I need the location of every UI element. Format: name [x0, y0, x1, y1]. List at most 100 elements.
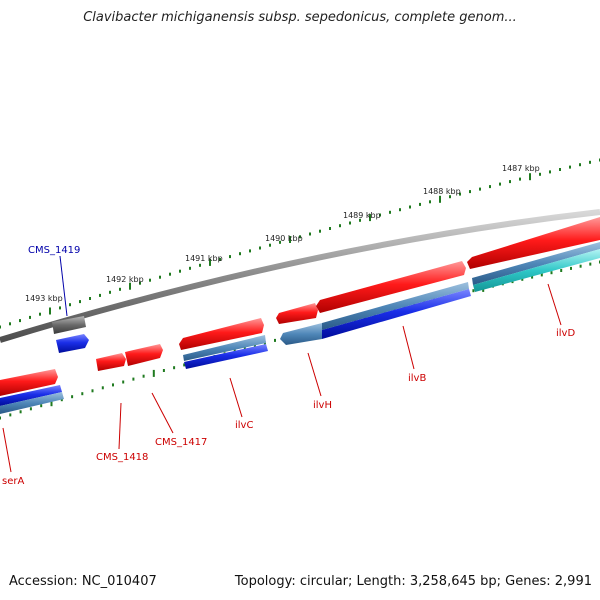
- ruler-minor-tick: [9, 413, 12, 417]
- gene-reverse[interactable]: [322, 282, 469, 330]
- ruler-major-tick: [152, 369, 155, 377]
- gene-label-serA[interactable]: serA: [2, 476, 24, 487]
- ruler-minor-tick: [449, 195, 451, 199]
- leader-line-ilvD: [547, 283, 562, 326]
- ruler-minor-tick: [173, 366, 176, 370]
- gene-reverse[interactable]: [280, 323, 322, 345]
- ruler-minor-tick: [69, 303, 71, 307]
- accession-label: Accession: NC_010407: [9, 574, 157, 589]
- ruler-minor-tick: [219, 258, 221, 261]
- ruler-major-tick: [439, 195, 441, 203]
- gene-reverse[interactable]: [183, 335, 266, 361]
- gene-label-ilvD[interactable]: ilvD: [556, 328, 575, 339]
- ruler-minor-tick: [29, 315, 31, 319]
- ruler-minor-tick: [0, 325, 1, 329]
- ruler-major-tick: [209, 258, 211, 266]
- ruler-minor-tick: [419, 202, 421, 206]
- gene-reverse[interactable]: [0, 392, 64, 414]
- gene-other[interactable]: [56, 334, 89, 353]
- genome-summary: Topology: circular; Length: 3,258,645 bp…: [234, 574, 592, 589]
- ruler-minor-tick: [479, 187, 481, 191]
- ruler-minor-tick: [579, 264, 582, 268]
- ruler-minor-tick: [559, 168, 561, 171]
- ruler-minor-tick: [101, 386, 104, 390]
- ruler-minor-tick: [409, 205, 411, 209]
- gene-CMS_1417[interactable]: [125, 344, 163, 366]
- ruler-minor-tick: [159, 275, 161, 279]
- ruler-minor-tick: [349, 221, 351, 225]
- ruler-minor-tick: [40, 404, 43, 408]
- ruler-major-tick: [50, 399, 53, 407]
- ruler-minor-tick: [472, 289, 475, 293]
- gene-label-CMS_1419[interactable]: CMS_1419: [28, 245, 80, 256]
- ruler-minor-tick: [549, 170, 551, 174]
- gene-CMS_1419[interactable]: [52, 316, 86, 334]
- gene-label-ilvB[interactable]: ilvB: [408, 373, 426, 384]
- ruler-minor-tick: [589, 262, 592, 266]
- ruler-minor-tick: [39, 312, 41, 316]
- gene-ilvD[interactable]: [467, 217, 600, 269]
- ruler-minor-tick: [109, 290, 111, 294]
- ruler-minor-tick: [19, 319, 21, 323]
- gene-CMS_1418[interactable]: [96, 353, 126, 371]
- gene-label-ilvH[interactable]: ilvH: [313, 400, 332, 411]
- ruler-minor-tick: [509, 180, 511, 184]
- ruler-minor-tick: [253, 344, 256, 348]
- scale-ruler: [0, 158, 600, 420]
- gene-ilvB[interactable]: [316, 261, 466, 313]
- ruler-minor-tick: [329, 227, 331, 230]
- ruler-minor-tick: [139, 281, 141, 285]
- ruler-minor-tick: [229, 255, 231, 259]
- ruler-minor-tick: [499, 182, 501, 186]
- gene-reverse[interactable]: [473, 249, 600, 292]
- ruler-minor-tick: [550, 271, 553, 275]
- gene-serA[interactable]: [0, 369, 58, 396]
- ruler-minor-tick: [119, 287, 121, 291]
- ruler-minor-tick: [531, 275, 534, 279]
- ruler-minor-tick: [29, 407, 32, 411]
- kbp-label: 1490 kbp: [265, 234, 303, 243]
- ruler-minor-tick: [389, 210, 391, 214]
- kbp-label: 1487 kbp: [502, 164, 540, 173]
- ruler-minor-tick: [319, 229, 321, 233]
- ruler-minor-tick: [429, 200, 431, 204]
- gene-reverse[interactable]: [472, 242, 600, 285]
- ruler-minor-tick: [399, 208, 401, 212]
- ruler-minor-tick: [259, 246, 261, 250]
- gene-ilvC[interactable]: [179, 318, 264, 350]
- ruler-major-tick: [129, 282, 131, 290]
- kbp-label: 1493 kbp: [25, 294, 63, 303]
- gene-reverse[interactable]: [0, 385, 62, 406]
- kbp-label: 1491 kbp: [185, 254, 223, 263]
- ruler-minor-tick: [521, 277, 524, 281]
- ruler-minor-tick: [59, 306, 61, 310]
- ruler-minor-tick: [183, 363, 186, 367]
- ruler-major-tick: [529, 173, 531, 181]
- ruler-minor-tick: [89, 297, 91, 300]
- ruler-minor-tick: [112, 383, 114, 387]
- ruler-major-tick: [49, 307, 51, 315]
- ruler-minor-tick: [540, 273, 543, 277]
- genome-title: Clavibacter michiganensis subsp. sepedon…: [83, 10, 517, 25]
- gene-ilvH[interactable]: [276, 303, 318, 324]
- ruler-minor-tick: [0, 416, 1, 420]
- ruler-minor-tick: [539, 172, 541, 176]
- ruler-minor-tick: [279, 240, 281, 244]
- ruler-minor-tick: [243, 346, 246, 350]
- genome-backbone: [0, 209, 600, 343]
- ruler-minor-tick: [132, 377, 135, 381]
- ruler-minor-tick: [60, 398, 63, 402]
- gene-reverse[interactable]: [184, 344, 268, 369]
- gene-reverse[interactable]: [322, 289, 471, 339]
- leader-line-serA: [2, 427, 12, 473]
- gene-label-ilvC[interactable]: ilvC: [235, 420, 253, 431]
- ruler-minor-tick: [189, 266, 191, 270]
- gene-label-CMS_1418[interactable]: CMS_1418: [96, 452, 148, 463]
- gene-label-CMS_1417[interactable]: CMS_1417: [155, 437, 207, 448]
- ruler-minor-tick: [569, 165, 571, 169]
- ruler-major-tick: [369, 214, 371, 222]
- ruler-minor-tick: [469, 190, 471, 194]
- ruler-minor-tick: [149, 278, 151, 282]
- ruler-minor-tick: [570, 266, 572, 270]
